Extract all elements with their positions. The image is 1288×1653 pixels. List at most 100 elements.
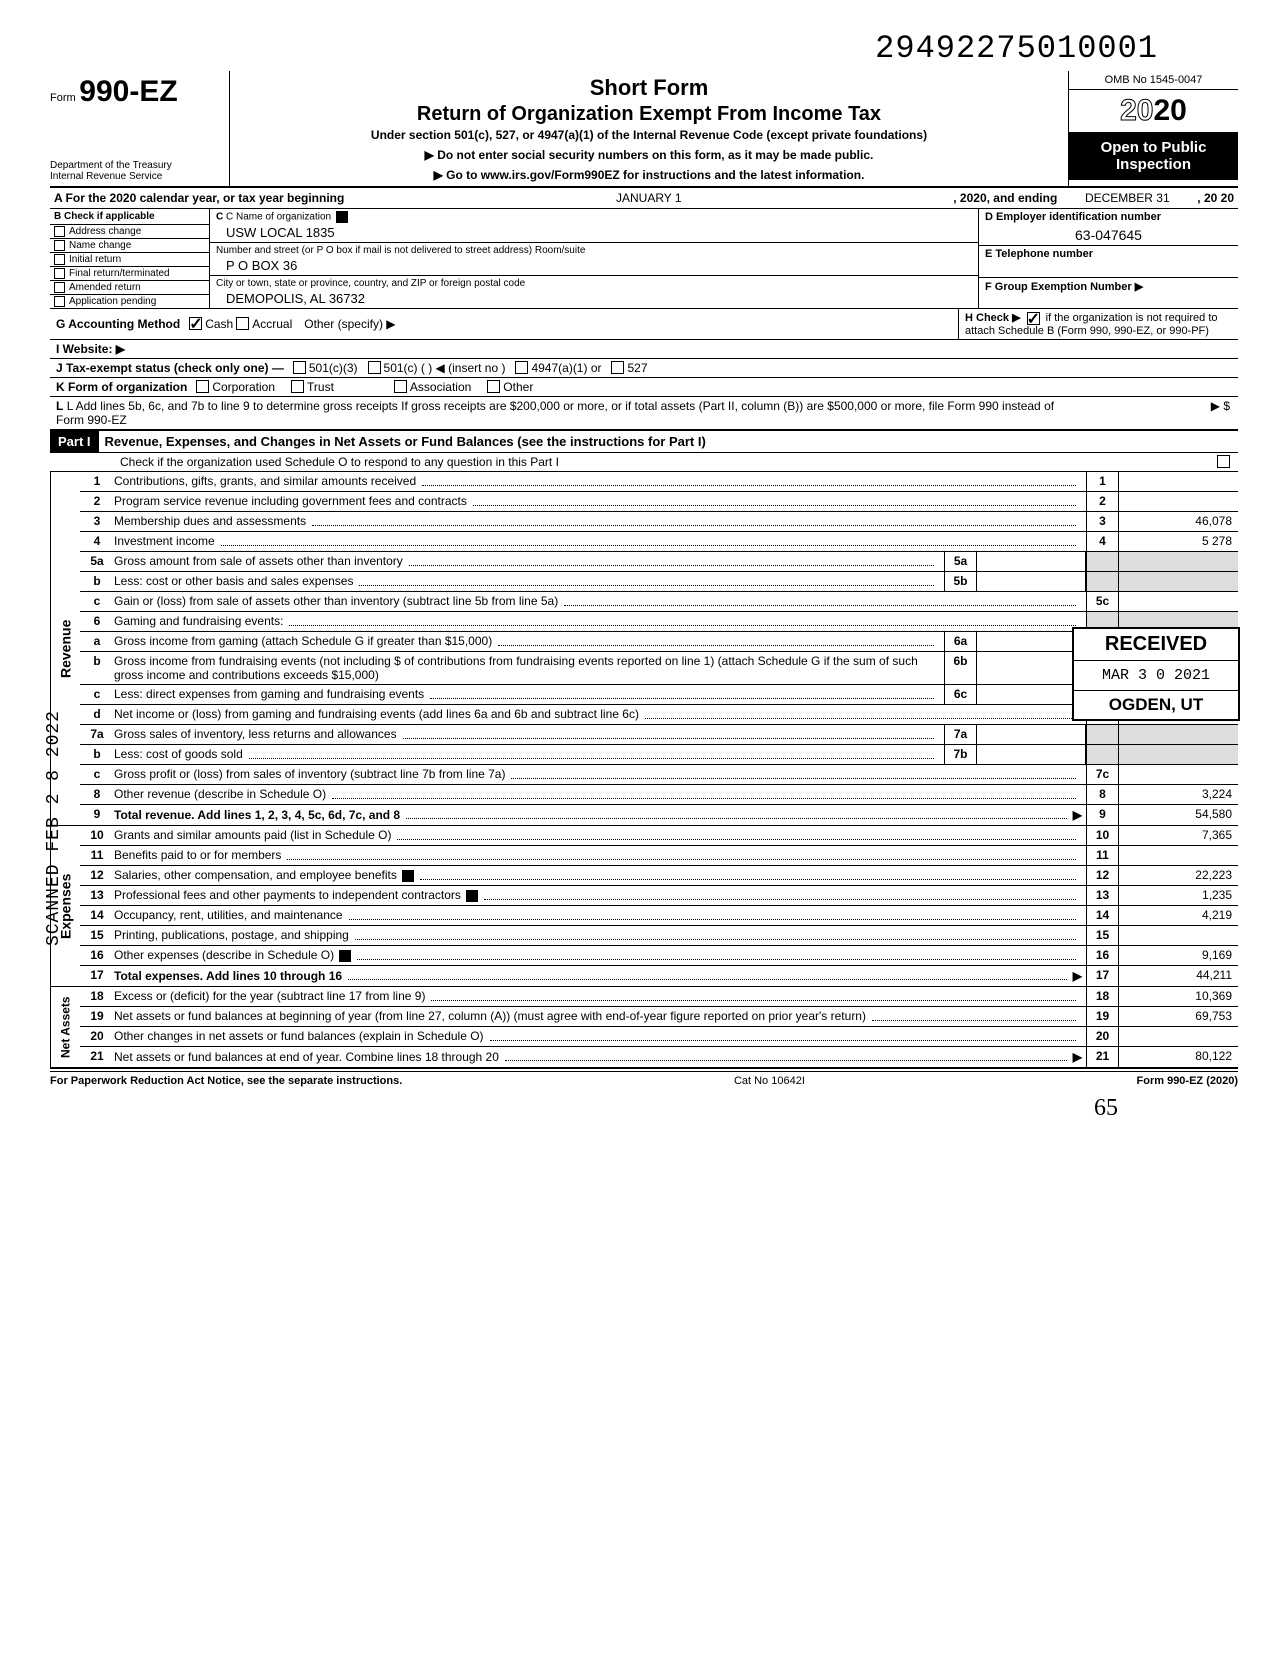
form-line-6d: dNet income or (loss) from gaming and fu… — [80, 705, 1238, 725]
tax-year: 2020 — [1069, 90, 1238, 133]
dln-number: 29492275010001 — [50, 30, 1158, 67]
short-form-title: Short Form — [240, 75, 1058, 101]
line-11-value — [1118, 846, 1238, 865]
under-section: Under section 501(c), 527, or 4947(a)(1)… — [240, 128, 1058, 142]
line-2-value — [1118, 492, 1238, 511]
form-number: Form 990-EZ — [50, 75, 223, 109]
line-g-h: G Accounting Method Cash Accrual Other (… — [50, 309, 1238, 340]
form-line-6a: aGross income from gaming (attach Schedu… — [80, 632, 1238, 652]
4947-checkbox[interactable] — [515, 361, 528, 374]
return-title: Return of Organization Exempt From Incom… — [240, 103, 1058, 126]
form-header: Form 990-EZ Department of the Treasury I… — [50, 71, 1238, 188]
checkbox[interactable] — [54, 240, 65, 251]
org-street: P O BOX 36 — [216, 256, 972, 273]
line-4-value: 5 278 — [1118, 532, 1238, 551]
form-line-5c: cGain or (loss) from sale of assets othe… — [80, 592, 1238, 612]
applicable-checkbox-row: Name change — [50, 238, 209, 252]
col-c-name-addr: C C Name of organization USW LOCAL 1835 … — [210, 209, 978, 308]
revenue-label: Revenue — [50, 472, 80, 825]
527-checkbox[interactable] — [611, 361, 624, 374]
handwritten-note: 65 — [50, 1095, 1118, 1122]
part1-sub: Check if the organization used Schedule … — [50, 453, 1238, 472]
line-20-value — [1118, 1027, 1238, 1046]
501c3-checkbox[interactable] — [293, 361, 306, 374]
line-k: K Form of organization Corporation Trust… — [50, 378, 1238, 397]
accrual-checkbox[interactable] — [236, 317, 249, 330]
form-line-20: 20Other changes in net assets or fund ba… — [80, 1027, 1238, 1047]
trust-checkbox[interactable] — [291, 380, 304, 393]
assoc-checkbox[interactable] — [394, 380, 407, 393]
line-19-value: 69,753 — [1118, 1007, 1238, 1026]
net-assets-label: Net Assets — [50, 987, 80, 1067]
line-17-value: 44,211 — [1118, 966, 1238, 986]
line-10-value: 7,365 — [1118, 826, 1238, 845]
form-line-6c: cLess: direct expenses from gaming and f… — [80, 685, 1238, 705]
part-1-header: Part I Revenue, Expenses, and Changes in… — [50, 430, 1238, 453]
indicator-icon — [339, 950, 351, 962]
applicable-checkbox-row: Final return/terminated — [50, 266, 209, 280]
line-3-value: 46,078 — [1118, 512, 1238, 531]
indicator-icon — [402, 870, 414, 882]
org-name: USW LOCAL 1835 — [216, 223, 972, 240]
form-line-8: 8Other revenue (describe in Schedule O)8… — [80, 785, 1238, 805]
applicable-checkbox-row: Address change — [50, 224, 209, 238]
line-16-value: 9,169 — [1118, 946, 1238, 965]
form-line-14: 14Occupancy, rent, utilities, and mainte… — [80, 906, 1238, 926]
form-line-17: 17Total expenses. Add lines 10 through 1… — [80, 966, 1238, 986]
form-line-7a: 7aGross sales of inventory, less returns… — [80, 725, 1238, 745]
checkbox[interactable] — [54, 268, 65, 279]
form-line-1: 1Contributions, gifts, grants, and simil… — [80, 472, 1238, 492]
form-line-18: 18Excess or (deficit) for the year (subt… — [80, 987, 1238, 1007]
dept-treasury: Department of the Treasury Internal Reve… — [50, 160, 223, 182]
other-checkbox[interactable] — [487, 380, 500, 393]
form-line-16: 16Other expenses (describe in Schedule O… — [80, 946, 1238, 966]
form-line-13: 13Professional fees and other payments t… — [80, 886, 1238, 906]
form-line-7c: cGross profit or (loss) from sales of in… — [80, 765, 1238, 785]
checkbox[interactable] — [54, 282, 65, 293]
line-a: A For the 2020 calendar year, or tax yea… — [50, 188, 1238, 209]
line-j: J Tax-exempt status (check only one) — 5… — [50, 359, 1238, 378]
schedule-b-checkbox[interactable] — [1027, 312, 1040, 325]
form-line-4: 4Investment income45 278 — [80, 532, 1238, 552]
part1-body: RECEIVED MAR 3 0 2021 OGDEN, UT Revenue … — [50, 472, 1238, 1069]
line-18-value: 10,369 — [1118, 987, 1238, 1006]
line-i: I Website: ▶ — [50, 340, 1238, 359]
checkbox[interactable] — [54, 226, 65, 237]
checkbox[interactable] — [54, 254, 65, 265]
expenses-label: Expenses — [50, 826, 80, 986]
form-line-12: 12Salaries, other compensation, and empl… — [80, 866, 1238, 886]
phone-label: E Telephone number — [985, 248, 1232, 260]
applicable-checkbox-row: Initial return — [50, 252, 209, 266]
line-15-value — [1118, 926, 1238, 945]
form-line-10: 10Grants and similar amounts paid (list … — [80, 826, 1238, 846]
form-line-7b: bLess: cost of goods sold7b — [80, 745, 1238, 765]
cash-checkbox[interactable] — [189, 317, 202, 330]
entity-grid: B Check if applicable Address changeName… — [50, 209, 1238, 309]
form-line-5b: bLess: cost or other basis and sales exp… — [80, 572, 1238, 592]
form-line-6: 6Gaming and fundraising events: — [80, 612, 1238, 632]
applicable-checkbox-row: Application pending — [50, 294, 209, 308]
applicable-checkbox-row: Amended return — [50, 280, 209, 294]
col-b-checkboxes: B Check if applicable Address changeName… — [50, 209, 210, 308]
line-5c-value — [1118, 592, 1238, 611]
form-line-21: 21Net assets or fund balances at end of … — [80, 1047, 1238, 1067]
form-line-9: 9Total revenue. Add lines 1, 2, 3, 4, 5c… — [80, 805, 1238, 825]
indicator-icon — [336, 211, 348, 223]
501c-checkbox[interactable] — [368, 361, 381, 374]
corp-checkbox[interactable] — [196, 380, 209, 393]
line-1-value — [1118, 472, 1238, 491]
line-7c-value — [1118, 765, 1238, 784]
open-public: Open to Public Inspection — [1069, 133, 1238, 180]
schedule-o-checkbox[interactable] — [1217, 455, 1230, 468]
form-line-19: 19Net assets or fund balances at beginni… — [80, 1007, 1238, 1027]
col-d-ein: D Employer identification number 63-0476… — [978, 209, 1238, 308]
line-13-value: 1,235 — [1118, 886, 1238, 905]
form-page: SCANNED FEB 2 8 2022 29492275010001 Form… — [50, 30, 1238, 1122]
checkbox[interactable] — [54, 296, 65, 307]
form-line-6b: bGross income from fundraising events (n… — [80, 652, 1238, 685]
goto-note: ▶ Go to www.irs.gov/Form990EZ for instru… — [240, 168, 1058, 182]
line-14-value: 4,219 — [1118, 906, 1238, 925]
org-city: DEMOPOLIS, AL 36732 — [216, 289, 972, 306]
line-l: L L Add lines 5b, 6c, and 7b to line 9 t… — [50, 397, 1238, 430]
ein-value: 63-047645 — [985, 223, 1232, 243]
